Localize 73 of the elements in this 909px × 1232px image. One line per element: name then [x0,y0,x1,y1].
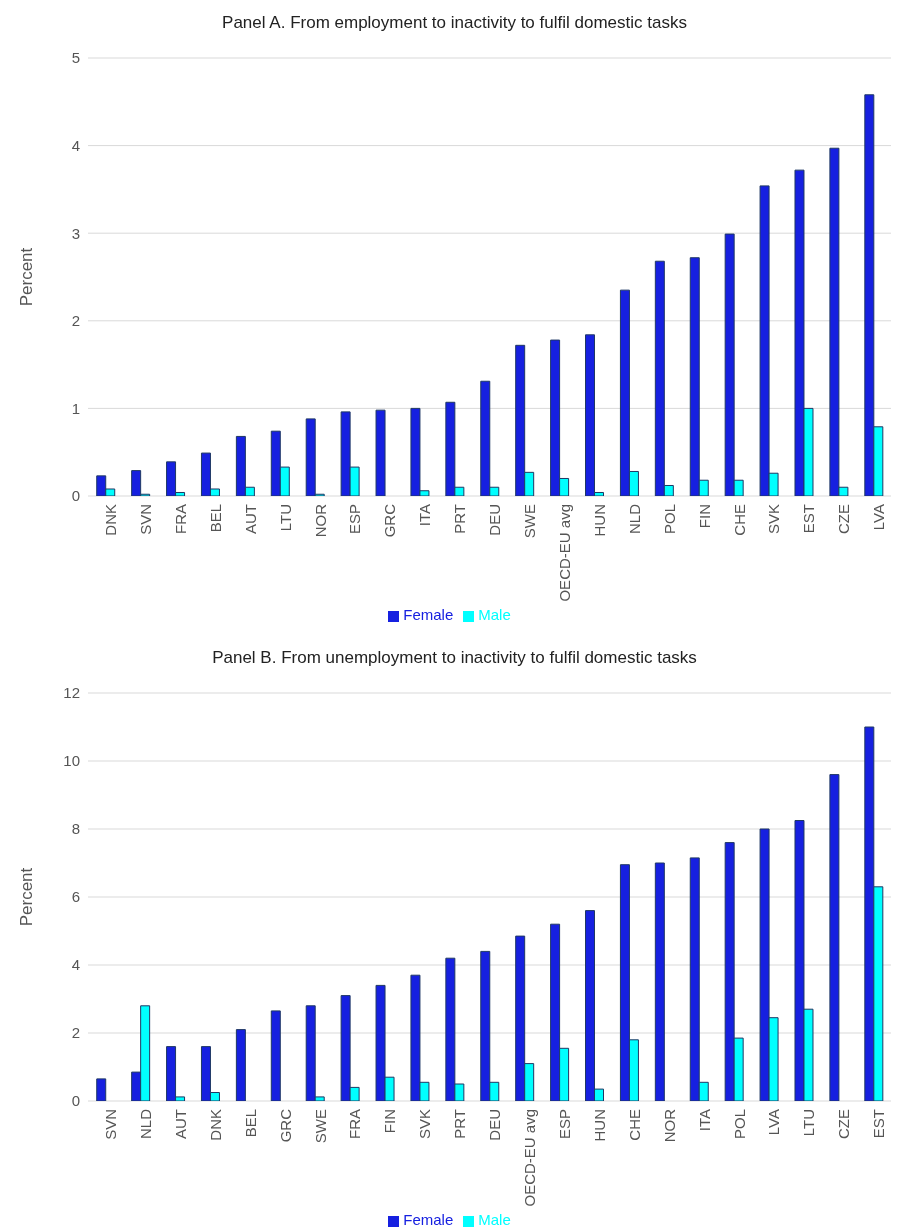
legend-label: Female [403,606,454,623]
x-tick-label: AUT [241,504,259,534]
y-tick-label: 8 [71,820,80,838]
x-tick-label: GRC [276,1108,294,1143]
y-tick-label: 10 [63,752,80,770]
x-tick-label: LVA [870,504,888,531]
y-tick-label: 4 [71,136,80,154]
y-tick-label: 4 [71,956,80,974]
x-tick-label: ESP [346,504,364,535]
x-tick-label: LTU [800,1109,818,1137]
x-tick-label: BEL [206,504,224,533]
x-tick-label: CZE [835,504,853,534]
y-tick-label: 0 [71,487,80,505]
x-tick-label: DNK [102,504,120,536]
x-tick-label: CHE [730,504,748,536]
x-tick-label: NLD [625,503,643,535]
y-axis-title: Percent [17,247,37,307]
x-tick-label: CZE [835,1109,853,1139]
legend-label: Male [478,1211,511,1228]
x-tick-label: PRT [451,504,469,534]
x-tick-label: POL [730,1109,748,1140]
legend-label: Male [478,606,511,623]
x-tick-label: DEU [486,1109,504,1141]
bar [654,862,665,1101]
x-tick-label: NLD [137,1108,155,1140]
x-tick-label: NOR [311,503,329,538]
x-tick-label: ESP [555,1109,573,1140]
x-tick-label: SVK [416,1109,434,1140]
x-tick-label: LVA [765,1109,783,1136]
legend-label: Female [403,1211,454,1228]
x-tick-label: HUN [590,504,608,537]
x-tick-label: DNK [206,1109,224,1141]
x-tick-label: OECD-EU avg [521,1109,539,1207]
x-tick-label: SVK [765,504,783,535]
x-tick-label: ITA [416,504,434,527]
chart-title: Panel A. From employment to inactivity to fulfil domestic tasks [221,12,688,34]
x-tick-label: LTU [276,504,294,532]
bar [375,409,386,496]
x-tick-label: HUN [590,1109,608,1142]
x-tick-label: AUT [171,1109,189,1139]
x-tick-label: FIN [381,1109,399,1134]
y-tick-label: 5 [71,49,80,67]
y-tick-label: 0 [71,1092,80,1110]
x-tick-label: NOR [660,1108,678,1143]
bar [829,774,840,1101]
y-tick-label: 2 [71,312,80,330]
y-tick-label: 12 [63,684,80,702]
y-tick-label: 3 [71,224,80,242]
y-tick-label: 2 [71,1024,80,1042]
x-tick-label: FRA [171,504,189,534]
x-tick-label: PRT [451,1109,469,1139]
x-tick-label: EST [800,504,818,534]
x-tick-label: POL [660,504,678,535]
bar [96,1078,107,1101]
x-tick-label: SWE [311,1109,329,1144]
x-tick-label: ITA [695,1109,713,1132]
x-tick-label: BEL [241,1109,259,1138]
x-tick-label: EST [870,1109,888,1139]
x-tick-label: DEU [486,504,504,536]
x-tick-label: OECD-EU avg [555,504,573,602]
bar [270,1010,281,1101]
x-tick-label: GRC [381,503,399,538]
x-tick-label: FRA [346,1109,364,1139]
x-tick-label: CHE [625,1109,643,1141]
x-tick-label: SWE [521,504,539,539]
chart-title: Panel B. From unemployment to inactivity to fulfil domestic tasks [211,647,698,669]
y-tick-label: 6 [71,888,80,906]
x-tick-label: SVN [137,504,155,535]
x-tick-label: SVN [102,1109,120,1140]
y-tick-label: 1 [71,399,80,417]
y-axis-title: Percent [17,867,37,927]
x-tick-label: FIN [695,504,713,529]
bar [235,1029,246,1101]
